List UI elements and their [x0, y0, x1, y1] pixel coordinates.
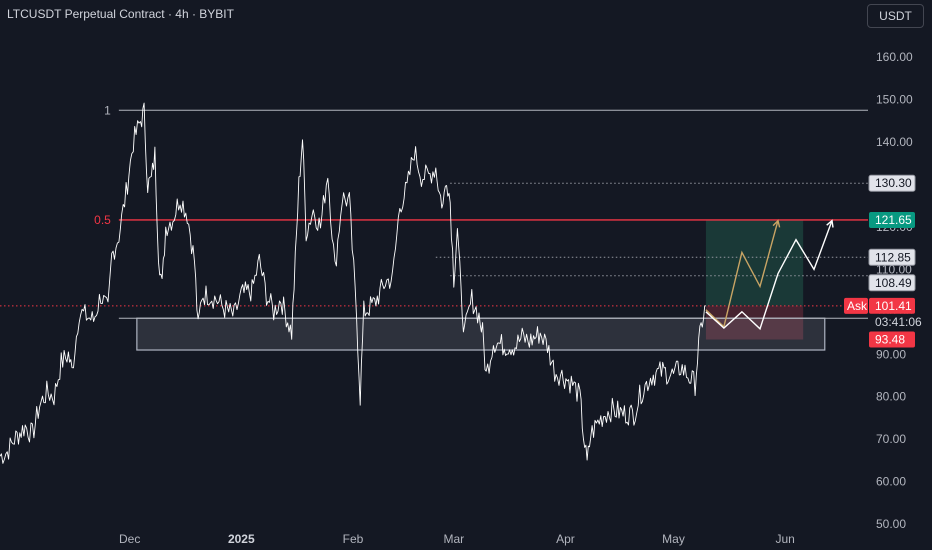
y-tick-label: 90.00	[876, 347, 906, 361]
countdown-bg	[869, 313, 925, 329]
price-tag-label: 108.49	[875, 276, 912, 290]
price-tag	[869, 297, 915, 314]
price-tags-layer: 130.30 121.65 112.85 108.49 101.41 93.48 03:41…	[844, 174, 925, 348]
x-tick-label: Apr	[556, 532, 575, 546]
price-tag	[868, 274, 916, 292]
price-tag	[868, 248, 916, 266]
price-tag-label: 130.30	[875, 176, 912, 190]
chart-title: LTCUSDT Perpetual Contract · 4h · BYBIT	[7, 7, 234, 21]
x-tick-label: 2025	[228, 532, 255, 546]
projection-path	[705, 220, 779, 329]
x-tick-label: Dec	[119, 532, 140, 546]
y-tick-label: 60.00	[876, 475, 906, 489]
price-tag-label: 101.41	[875, 299, 912, 313]
countdown-label: 03:41:06	[875, 315, 922, 329]
projection-arrowhead	[826, 219, 834, 228]
drawings-layer	[136, 219, 826, 351]
price-tag-label: 112.85	[875, 250, 911, 264]
y-tick-label: 110.00	[876, 262, 912, 276]
ask-badge	[844, 297, 868, 314]
x-tick-label: Jun	[775, 532, 794, 546]
x-tick-label: Feb	[343, 532, 364, 546]
ask-label: Ask	[847, 299, 868, 313]
y-tick-label: 160.00	[876, 50, 913, 64]
projection-path	[705, 220, 833, 331]
price-line	[0, 102, 706, 464]
y-tick-label: 80.00	[876, 390, 906, 404]
price-tag	[868, 174, 916, 192]
support-zone-rect	[136, 317, 826, 351]
fib-level-label: 0.5	[94, 213, 111, 227]
level-lines-layer: 10.5	[0, 103, 868, 319]
position-loss-zone	[705, 305, 804, 340]
x-tick-label: Mar	[443, 532, 464, 546]
x-tick-label: May	[662, 532, 685, 546]
y-tick-label: 150.00	[876, 93, 913, 107]
fib-level-label: 1	[104, 103, 111, 117]
y-tick-label: 50.00	[876, 517, 906, 531]
price-series-layer	[0, 102, 706, 464]
time-axis[interactable]: Dec 2025 Feb Mar Apr May Jun	[119, 532, 795, 546]
price-tag	[869, 211, 915, 228]
y-tick-label: 140.00	[876, 135, 913, 149]
position-profit-zone	[705, 219, 804, 306]
price-tag-label: 93.48	[875, 332, 905, 346]
price-tag	[869, 331, 915, 348]
projection-arrowhead	[772, 219, 781, 228]
projection-layer	[705, 219, 834, 331]
y-tick-label: 70.00	[876, 432, 906, 446]
currency-button[interactable]: USDT	[867, 4, 924, 28]
price-tag-label: 121.65	[875, 213, 912, 227]
